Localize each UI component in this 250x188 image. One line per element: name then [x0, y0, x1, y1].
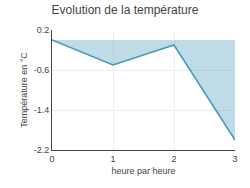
svg-text:Evolution de la température: Evolution de la température — [52, 3, 199, 17]
svg-text:0: 0 — [49, 154, 54, 164]
svg-text:-1.4: -1.4 — [34, 105, 50, 115]
svg-text:Température en °C: Température en °C — [19, 52, 29, 128]
svg-text:-0.6: -0.6 — [34, 65, 50, 75]
svg-text:-2.2: -2.2 — [34, 145, 50, 155]
svg-text:3: 3 — [232, 154, 237, 164]
svg-text:1: 1 — [110, 154, 115, 164]
svg-text:2: 2 — [171, 154, 176, 164]
svg-text:0.2: 0.2 — [37, 25, 50, 35]
svg-text:heure par heure: heure par heure — [111, 166, 175, 176]
